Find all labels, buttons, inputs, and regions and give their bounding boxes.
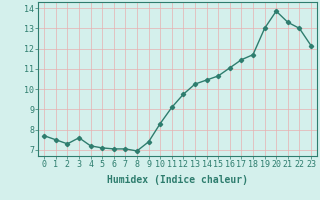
X-axis label: Humidex (Indice chaleur): Humidex (Indice chaleur) [107, 175, 248, 185]
